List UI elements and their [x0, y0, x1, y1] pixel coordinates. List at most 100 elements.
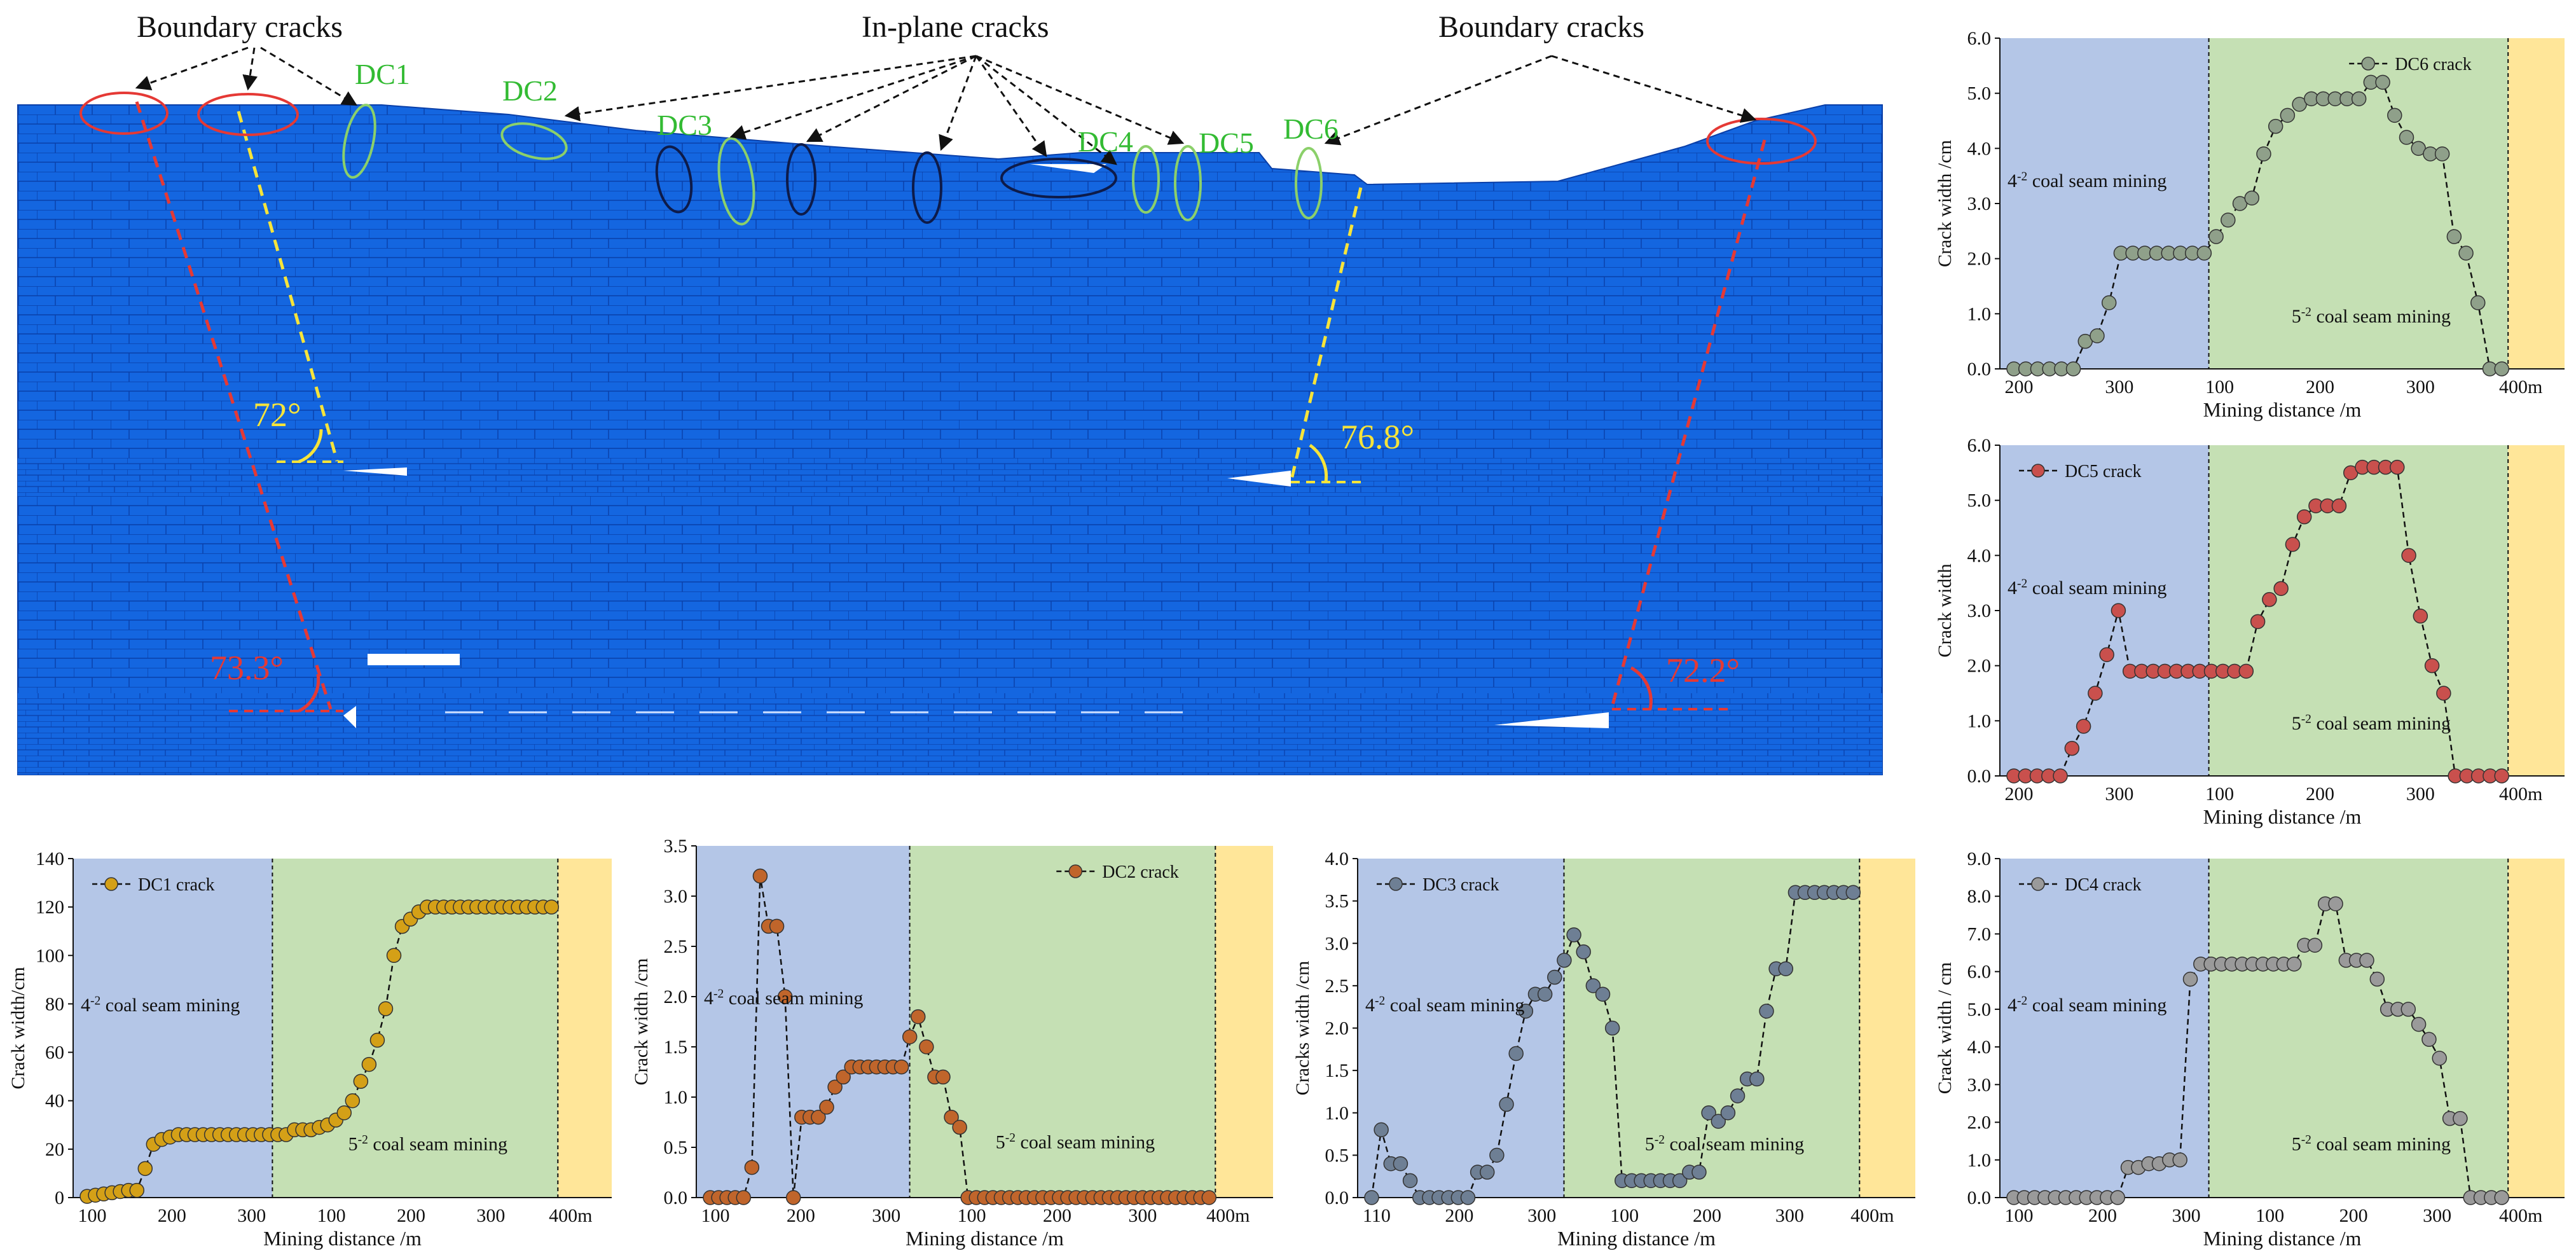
- label-dc3: DC3: [657, 109, 712, 141]
- inplane-arrows: [564, 55, 1185, 165]
- region-label-first: 4-2 coal seam mining: [2008, 577, 2166, 599]
- data-point: [2328, 896, 2343, 911]
- x-tick-label: 400m: [1850, 1205, 1894, 1226]
- coal-seam-band: [18, 693, 1882, 775]
- data-point: [1585, 978, 1601, 993]
- data-point: [2182, 971, 2198, 987]
- x-tick-label: 300: [2406, 784, 2435, 805]
- x-tick-label: 300: [1775, 1205, 1804, 1226]
- y-axis-title: Crack width / cm: [1934, 962, 1955, 1094]
- data-point: [744, 1159, 760, 1175]
- data-point: [2375, 74, 2390, 90]
- x-tick-label: 200: [2306, 377, 2334, 397]
- data-point: [336, 1105, 352, 1121]
- y-tick-label: 4.0: [1967, 1037, 1992, 1058]
- y-tick-label: 60: [45, 1042, 64, 1063]
- data-point: [944, 1109, 959, 1125]
- data-point: [1402, 1173, 1418, 1189]
- y-tick-label: 2.0: [1967, 1112, 1992, 1133]
- y-axis-title: Cracks width /cm: [1292, 961, 1313, 1096]
- x-tick-label: 200: [1445, 1205, 1473, 1226]
- data-point: [2099, 647, 2114, 663]
- data-point: [1759, 1004, 1774, 1019]
- y-tick-label: 1.0: [1325, 1103, 1349, 1124]
- region-bg-first: [1358, 859, 1564, 1198]
- x-tick-label: 200: [2306, 784, 2334, 805]
- y-tick-label: 3.0: [1967, 600, 1992, 621]
- data-point: [952, 1119, 967, 1135]
- data-point: [2250, 614, 2266, 630]
- boundary-arrows-left: [135, 46, 358, 106]
- data-point: [2273, 581, 2289, 597]
- y-tick-label: 3.0: [1967, 193, 1992, 214]
- x-tick-label: 100: [317, 1205, 346, 1226]
- x-tick-label: 300: [2105, 784, 2133, 805]
- region-label-first: 4-2 coal seam mining: [81, 994, 240, 1016]
- data-point: [893, 1059, 909, 1075]
- chart-dc6-svg: 0.0 1.0 2.0 3.0 4.0 5.0 6.0 200 300 100 200 300 400m…: [1934, 28, 2565, 421]
- y-tick-label: 0.0: [1967, 359, 1992, 380]
- dc5-ellipse: [1174, 145, 1202, 221]
- x-tick-label: 100: [701, 1205, 730, 1226]
- y-tick-label: 80: [45, 993, 64, 1014]
- dc4-ellipse: [1132, 145, 1160, 214]
- y-tick-label: 2.0: [1967, 656, 1992, 677]
- legend-marker: [1389, 877, 1403, 891]
- data-point: [2221, 212, 2236, 228]
- label-boundary-right: Boundary cracks: [1438, 10, 1644, 44]
- data-point: [2390, 459, 2405, 475]
- x-tick-label: 100: [2205, 784, 2234, 805]
- label-angle-upper-left: 72°: [253, 396, 301, 434]
- region-bg-first: [73, 859, 273, 1198]
- x-tick-label: 300: [1527, 1205, 1556, 1226]
- data-point: [2208, 229, 2224, 244]
- x-tick-label: 200: [1693, 1205, 1721, 1226]
- label-dc6: DC6: [1283, 113, 1339, 145]
- legend-marker: [104, 877, 118, 891]
- x-tick-label: 400m: [2499, 784, 2542, 805]
- x-tick-label: 200: [158, 1205, 186, 1226]
- region-bg-first: [2000, 38, 2209, 369]
- data-point: [1547, 969, 1562, 985]
- region-label-first: 4-2 coal seam mining: [1365, 994, 1524, 1016]
- rock-mass: [17, 104, 1883, 775]
- region-bg-second: [909, 846, 1216, 1198]
- region-bg-first: [2000, 859, 2209, 1198]
- x-axis-title: Mining distance /m: [2203, 1227, 2362, 1250]
- data-point: [2286, 957, 2302, 972]
- dc1-ellipse: [342, 104, 376, 179]
- data-point: [2296, 509, 2312, 525]
- data-point: [2494, 1190, 2509, 1205]
- y-tick-label: 2.0: [664, 986, 688, 1007]
- data-point: [736, 1190, 752, 1205]
- dc2-ellipse: [500, 122, 568, 160]
- data-point: [2421, 1032, 2437, 1047]
- y-tick-label: 140: [36, 848, 64, 869]
- y-tick-label: 1.0: [1967, 710, 1992, 731]
- y-tick-label: 4.0: [1967, 138, 1992, 159]
- x-tick-label: 100: [2005, 1205, 2034, 1226]
- data-point: [345, 1093, 361, 1109]
- data-point: [1845, 885, 1861, 901]
- x-axis-title: Mining distance /m: [2203, 398, 2362, 421]
- data-point: [1749, 1071, 1765, 1087]
- region-bg-second: [2208, 445, 2509, 776]
- x-tick-label: 200: [1043, 1205, 1071, 1226]
- data-point: [2453, 1110, 2468, 1126]
- label-angle-lower-right: 72.2°: [1666, 651, 1740, 689]
- y-tick-label: 6.0: [1967, 962, 1992, 983]
- y-tick-label: 120: [36, 897, 64, 918]
- legend-label: DC1 crack: [138, 875, 215, 895]
- data-point: [544, 899, 560, 915]
- data-point: [1518, 1004, 1534, 1019]
- y-tick-label: 1.0: [1967, 1150, 1992, 1171]
- x-tick-label: 400m: [2499, 377, 2542, 397]
- x-tick-label: 100: [78, 1205, 107, 1226]
- data-point: [2494, 768, 2509, 784]
- data-point: [1374, 1122, 1389, 1138]
- data-point: [902, 1029, 918, 1044]
- x-tick-label: 300: [2406, 377, 2435, 397]
- data-point: [2369, 971, 2385, 987]
- y-axis-title: Crack width /cm: [1934, 140, 1955, 267]
- data-point: [1576, 944, 1591, 960]
